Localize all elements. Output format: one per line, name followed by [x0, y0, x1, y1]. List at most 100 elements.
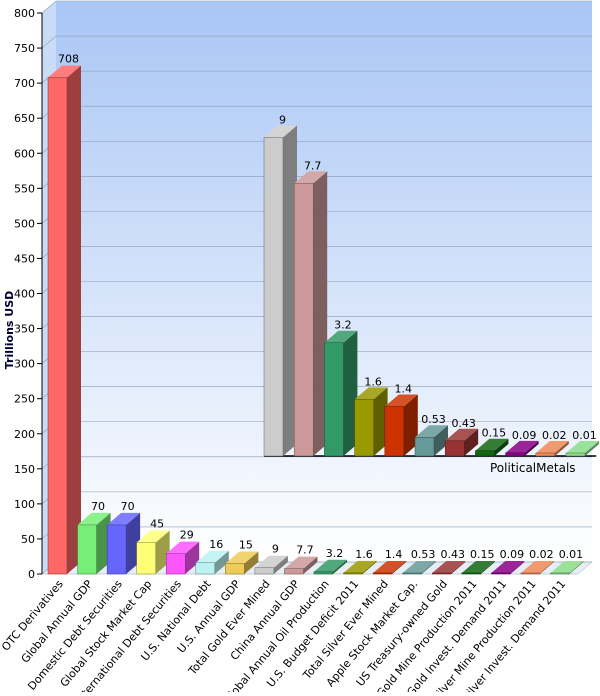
bar-value-label: 708	[58, 53, 79, 66]
bar-value-label: 7.7	[296, 544, 314, 557]
bar-front	[47, 77, 68, 575]
inset-value-label: 0.09	[512, 429, 537, 442]
bar-side	[585, 441, 599, 456]
bar-front	[491, 572, 511, 575]
bar-value-label: 3.2	[326, 547, 344, 560]
bar	[47, 65, 81, 575]
inset-bar	[565, 441, 599, 457]
inset-value-label: 1.4	[395, 382, 413, 395]
bar-front	[324, 342, 344, 457]
bar-side	[373, 387, 388, 456]
bar-value-label: 0.01	[559, 548, 584, 561]
bar	[77, 512, 111, 575]
inset-bar	[354, 387, 388, 457]
bar	[431, 561, 466, 575]
bar-front	[313, 571, 334, 575]
bar-front	[293, 183, 314, 457]
bar-top	[432, 561, 466, 573]
y-tick-label: 300	[14, 358, 35, 371]
inset-value-label: 0.02	[542, 429, 567, 442]
bar-front	[165, 553, 186, 575]
bar-value-label: 29	[180, 529, 194, 542]
bar-front	[550, 572, 570, 575]
bar-top	[284, 556, 318, 569]
bar-side	[214, 550, 229, 574]
inset-value-label: 0.53	[421, 413, 446, 426]
bar-value-label: 0.53	[411, 548, 436, 561]
bar-front	[225, 563, 245, 575]
bar-front	[106, 524, 127, 575]
bar-side	[273, 555, 288, 574]
bar-top	[166, 541, 200, 554]
bar-value-label: 15	[239, 538, 253, 551]
bar-top	[107, 512, 141, 525]
bar-side	[403, 394, 418, 456]
bar-front	[384, 406, 405, 457]
inset-value-label: 3.2	[334, 319, 352, 332]
bar-front	[461, 572, 482, 575]
bar-front	[520, 572, 541, 575]
bar-front	[431, 572, 452, 575]
bar-front	[535, 452, 556, 457]
bar-value-label: 70	[91, 500, 105, 513]
y-tick-label: 450	[14, 252, 35, 265]
bar-side	[343, 330, 358, 456]
bar-front	[444, 440, 465, 457]
bar-top	[314, 559, 347, 572]
bar	[372, 561, 407, 575]
bar-top	[264, 125, 297, 138]
bar	[491, 561, 525, 575]
y-tick-label: 750	[14, 42, 35, 55]
inset-chart: 9 7.7 3.2 1.6 1.4 0.53 0.43 0.15 0.09 0.02 0.01	[263, 113, 599, 457]
bar-side	[554, 441, 569, 456]
bar-top	[475, 438, 509, 451]
inset-bar	[384, 394, 418, 457]
y-tick-label: 550	[14, 182, 35, 195]
bar-top	[343, 560, 377, 573]
bar-side	[434, 425, 448, 456]
bar-top	[550, 561, 584, 573]
bar-front	[284, 568, 304, 575]
inset-bar	[263, 125, 297, 457]
inset-value-label: 1.6	[364, 375, 382, 388]
bar-value-label: 0.09	[500, 548, 525, 561]
bar	[313, 559, 347, 575]
bar-side	[333, 559, 347, 574]
y-axis: 0 50 100 150 200 250 300 350 400 450 500 550 600 650 7…	[14, 7, 43, 581]
bar-side	[303, 556, 318, 574]
bar	[402, 561, 436, 575]
bar-top	[195, 550, 229, 563]
bar-front	[505, 452, 525, 457]
inset-bar	[535, 441, 569, 457]
bar	[225, 551, 259, 575]
bar-top	[373, 561, 407, 573]
bar-side	[67, 65, 81, 574]
bar-front	[354, 399, 374, 457]
bar-front	[343, 572, 363, 575]
bar-value-label: 16	[209, 538, 223, 551]
y-tick-label: 400	[14, 288, 35, 301]
bar-front	[414, 436, 435, 457]
bar	[254, 555, 288, 575]
inset-bar	[414, 425, 448, 457]
y-tick-label: 250	[14, 393, 35, 406]
inset-bar	[505, 440, 539, 457]
bar-front	[195, 562, 216, 575]
bar-side	[185, 541, 200, 574]
gridline	[41, 0, 592, 14]
watermark: PoliticalMetals	[490, 461, 576, 475]
y-tick-label: 500	[14, 217, 35, 230]
bar-top	[254, 555, 288, 568]
bar-value-label: 9	[272, 543, 279, 556]
inset-bar	[293, 171, 328, 457]
bar-top	[505, 440, 539, 453]
bar	[165, 541, 200, 575]
y-tick-label: 0	[28, 568, 35, 581]
bar-side	[464, 428, 479, 456]
bar-value-label: 1.6	[355, 548, 373, 561]
bar	[550, 561, 584, 575]
inset-bar	[444, 428, 479, 457]
bar-side	[421, 561, 436, 574]
bar-side	[539, 561, 554, 574]
